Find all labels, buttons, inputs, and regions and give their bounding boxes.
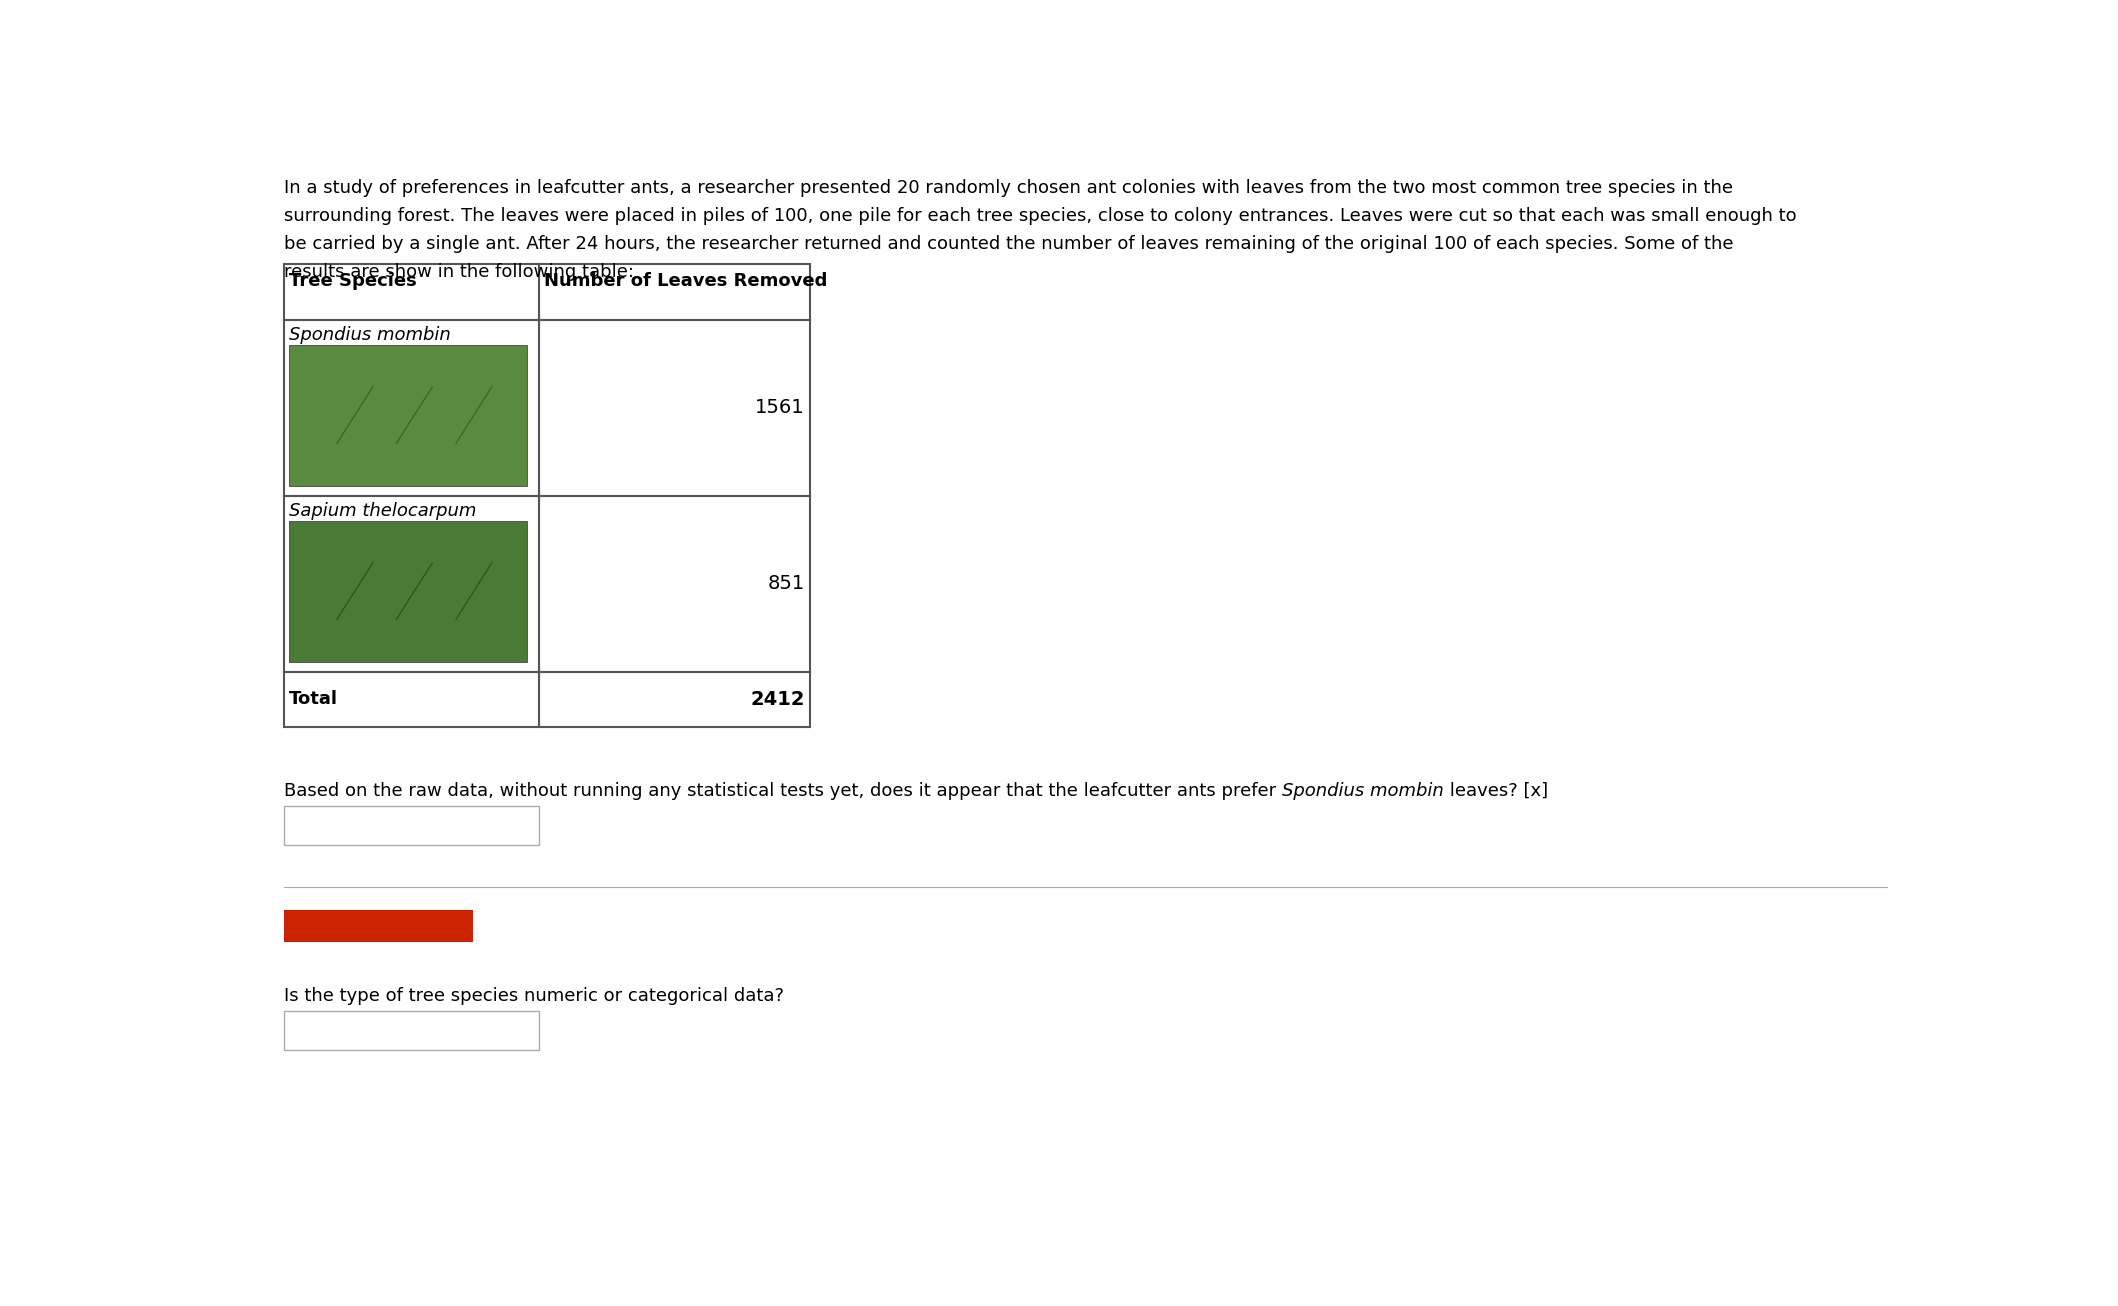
Text: Number of Leaves Removed: Number of Leaves Removed bbox=[544, 273, 828, 290]
Text: 1561: 1561 bbox=[756, 398, 805, 417]
Bar bbox=[284, 1011, 538, 1050]
Text: Sapium thelocarpum: Sapium thelocarpum bbox=[290, 502, 477, 520]
Text: be carried by a single ant. After 24 hours, the researcher returned and counted : be carried by a single ant. After 24 hou… bbox=[284, 235, 1735, 253]
Bar bbox=[284, 495, 538, 671]
Text: Spondius mombin: Spondius mombin bbox=[290, 325, 451, 343]
Bar bbox=[538, 671, 809, 727]
Text: surrounding forest. The leaves were placed in piles of 100, one pile for each tr: surrounding forest. The leaves were plac… bbox=[284, 206, 1796, 225]
Text: results are show in the following table:: results are show in the following table: bbox=[284, 264, 635, 281]
Bar bbox=[538, 320, 809, 495]
Text: Tree Species: Tree Species bbox=[290, 273, 417, 290]
Text: Is the type of tree species numeric or categorical data?: Is the type of tree species numeric or c… bbox=[284, 987, 784, 1006]
Text: 2412: 2412 bbox=[750, 690, 805, 709]
Bar bbox=[290, 521, 527, 662]
Text: 851: 851 bbox=[767, 575, 805, 593]
Text: Based on the raw data, without running any statistical tests yet, does it appear: Based on the raw data, without running a… bbox=[284, 782, 1281, 801]
Text: leaves? [x]: leaves? [x] bbox=[1444, 782, 1548, 801]
Bar bbox=[284, 806, 538, 845]
Text: Spondius mombin: Spondius mombin bbox=[1281, 782, 1444, 801]
Text: In a study of preferences in leafcutter ants, a researcher presented 20 randomly: In a study of preferences in leafcutter … bbox=[284, 179, 1733, 197]
Bar bbox=[284, 910, 472, 942]
Bar bbox=[290, 345, 527, 486]
Bar bbox=[284, 264, 538, 320]
Bar bbox=[284, 671, 538, 727]
Bar bbox=[538, 495, 809, 671]
Bar bbox=[538, 264, 809, 320]
Text: Total: Total bbox=[290, 691, 339, 708]
Bar bbox=[284, 320, 538, 495]
